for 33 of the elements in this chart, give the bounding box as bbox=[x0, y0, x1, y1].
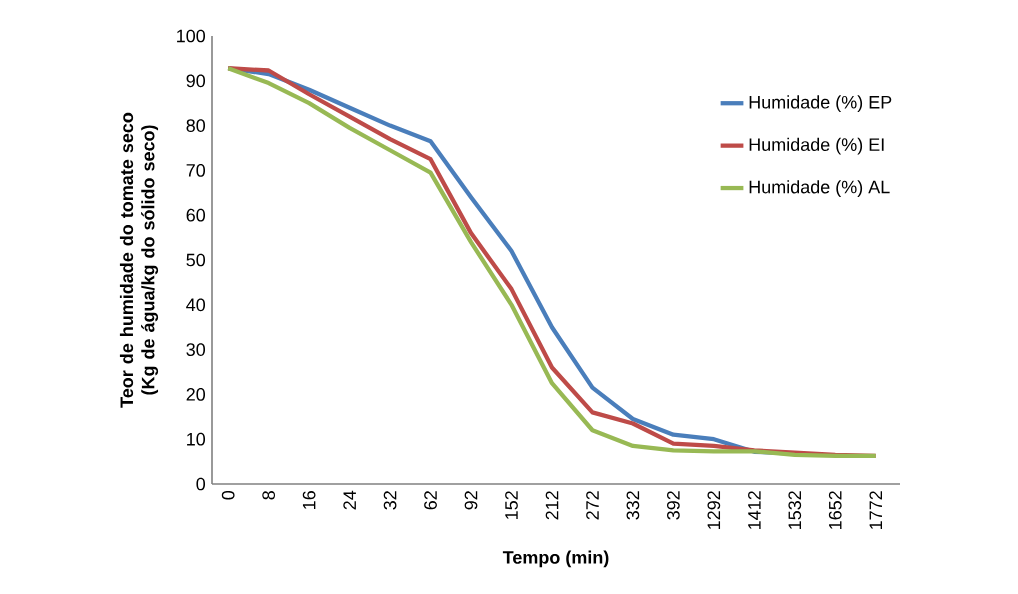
y-tick-label: 90 bbox=[186, 74, 206, 88]
x-tick-label: 1292 bbox=[707, 491, 721, 529]
x-tick-label: 212 bbox=[545, 491, 559, 520]
x-tick-label: 272 bbox=[586, 491, 599, 520]
x-tick-label: 1412 bbox=[748, 491, 761, 529]
legend-label: Humidade (%) EP bbox=[749, 95, 892, 113]
y-tick-label: 0 bbox=[196, 477, 206, 491]
x-tick-label: 392 bbox=[667, 491, 680, 520]
x-tick-label: 0 bbox=[221, 490, 235, 500]
y-tick-label: 60 bbox=[186, 208, 206, 222]
x-tick-label: 1652 bbox=[828, 491, 842, 529]
x-tick-label: 1532 bbox=[788, 491, 802, 529]
x-tick-label: 8 bbox=[262, 491, 276, 500]
y-tick-label: 30 bbox=[186, 343, 206, 356]
x-tick-label: 16 bbox=[302, 491, 316, 509]
x-tick-label: 32 bbox=[383, 491, 397, 510]
x-tick-label: 1772 bbox=[869, 491, 883, 529]
y-tick-label: 20 bbox=[186, 388, 206, 401]
legend-label: Humidade (%) AL bbox=[749, 180, 890, 197]
x-tick-label: 92 bbox=[464, 491, 478, 510]
y-tick-label: 10 bbox=[187, 432, 206, 446]
y-tick-label: 50 bbox=[186, 253, 206, 267]
x-tick-label: 152 bbox=[505, 491, 518, 519]
x-tick-label: 62 bbox=[424, 491, 437, 510]
y-tick-label: 80 bbox=[186, 119, 206, 132]
legend-label: Humidade (%) EI bbox=[749, 137, 884, 155]
y-tick-label: 70 bbox=[186, 164, 206, 177]
y-tick-label: 100 bbox=[177, 29, 206, 43]
x-tick-label: 24 bbox=[343, 490, 356, 510]
y-tick-label: 40 bbox=[186, 298, 206, 312]
y-axis-title: Teor de humidade do tomate seco (Kg de água/kg do sólido seco) bbox=[119, 112, 159, 408]
x-axis-title: Tempo (min) bbox=[502, 550, 609, 568]
x-tick-label: 332 bbox=[626, 491, 640, 520]
